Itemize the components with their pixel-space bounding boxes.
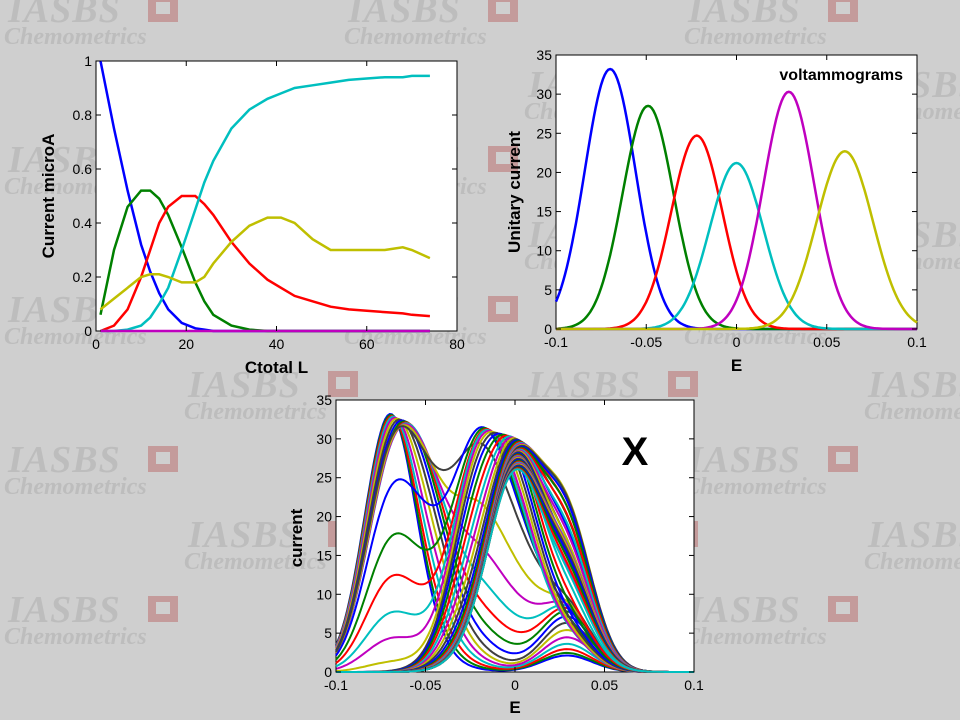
y-tick-label: 15 <box>316 547 332 563</box>
x-tick-label: 0.05 <box>813 334 840 350</box>
x-axis-label: E <box>731 356 742 375</box>
watermark-emblem-inner <box>496 152 510 164</box>
x-tick-label: 0 <box>92 336 100 352</box>
watermark-title: IASBS <box>868 364 960 406</box>
y-tick-label: 25 <box>536 125 552 141</box>
y-axis-label: Unitary current <box>505 131 524 253</box>
watermark-subtitle: Chemometrics <box>864 399 960 425</box>
data-matrix-chart: -0.1 -0.05 0 0.05 0.1 0 5 10 15 20 25 30 35 X E cur… <box>287 392 704 717</box>
y-axis-label: current <box>287 508 306 567</box>
y-tick-label: 0.2 <box>73 269 93 285</box>
y-tick-label: 10 <box>316 586 332 602</box>
watermark-title: IASBS <box>688 439 801 481</box>
y-tick-label: 20 <box>316 509 332 525</box>
y-tick-label: 5 <box>324 625 332 641</box>
watermark-emblem-inner <box>836 2 850 14</box>
watermark-emblem-inner <box>156 452 170 464</box>
watermark-subtitle: Chemometrics <box>4 24 147 50</box>
watermark-subtitle: Chemometrics <box>4 474 147 500</box>
watermark-title: IASBS <box>8 0 121 31</box>
watermark-subtitle: Chemometrics <box>684 24 827 50</box>
watermark-subtitle: Chemometrics <box>344 24 487 50</box>
watermark-title: IASBS <box>188 514 301 556</box>
y-tick-label: 0 <box>324 664 332 680</box>
y-tick-label: 15 <box>536 204 552 220</box>
chart-title: X <box>622 430 649 474</box>
x-tick-label: 40 <box>269 336 285 352</box>
watermark-emblem-inner <box>676 377 690 389</box>
watermark-emblem-inner <box>836 452 850 464</box>
y-tick-label: 0.4 <box>73 215 93 231</box>
x-tick-label: -0.05 <box>630 334 662 350</box>
watermark-emblem-inner <box>496 302 510 314</box>
watermark-emblem-inner <box>156 2 170 14</box>
y-tick-label: 0.8 <box>73 107 93 123</box>
watermark-title: IASBS <box>188 364 301 406</box>
x-tick-label: 0 <box>511 677 519 693</box>
y-tick-label: 0 <box>544 321 552 337</box>
watermark-title: IASBS <box>8 589 121 631</box>
y-tick-label: 35 <box>536 47 552 63</box>
x-tick-label: 0 <box>733 334 741 350</box>
watermark-title: IASBS <box>688 589 801 631</box>
matrix-curve-59 <box>336 468 694 673</box>
x-tick-label: 80 <box>449 336 465 352</box>
watermark-title: IASBS <box>8 439 121 481</box>
x-tick-label: 20 <box>178 336 194 352</box>
y-tick-label: 10 <box>536 243 552 259</box>
y-tick-label: 0 <box>84 323 92 339</box>
watermark-subtitle: Chemometrics <box>684 474 827 500</box>
watermark-subtitle: Chemometrics <box>864 549 960 575</box>
plot-area <box>95 60 458 332</box>
watermark-title: IASBS <box>688 0 801 31</box>
y-tick-label: 20 <box>536 164 552 180</box>
watermark-title: IASBS <box>528 364 641 406</box>
x-axis-label: Ctotal L <box>245 358 308 377</box>
watermark-emblem-inner <box>156 602 170 614</box>
series-line-3 <box>100 74 430 333</box>
chart-title: voltammograms <box>779 67 903 84</box>
watermark-title: IASBS <box>348 0 461 31</box>
watermark-emblem-inner <box>336 377 350 389</box>
watermark-title: IASBS <box>868 514 960 556</box>
y-tick-label: 5 <box>544 282 552 298</box>
y-tick-label: 30 <box>316 431 332 447</box>
x-tick-label: 0.05 <box>591 677 618 693</box>
x-tick-label: 0.1 <box>907 334 927 350</box>
watermark-subtitle: Chemometrics <box>4 624 147 650</box>
series-line-4 <box>99 216 431 311</box>
plot-area <box>555 54 918 330</box>
x-tick-label: -0.05 <box>410 677 442 693</box>
x-tick-label: 60 <box>359 336 375 352</box>
y-tick-label: 30 <box>536 86 552 102</box>
y-axis-label: Current microA <box>39 134 58 259</box>
series-line-2 <box>100 194 430 333</box>
watermark-emblem-inner <box>496 2 510 14</box>
y-tick-label: 0.6 <box>73 161 93 177</box>
x-axis-label: E <box>509 698 520 717</box>
watermark-subtitle: Chemometrics <box>684 624 827 650</box>
concentration-profile-chart: 0 20 40 60 80 0 0.2 0.4 0.6 0.8 1 Ctotal L Curren… <box>39 53 465 377</box>
voltammograms-chart: -0.1 -0.05 0 0.05 0.1 0 5 10 15 20 25 30 35 voltamm… <box>505 47 927 375</box>
y-tick-label: 25 <box>316 470 332 486</box>
watermark-subtitle: Chemometrics <box>184 549 327 575</box>
x-tick-label: -0.1 <box>324 677 348 693</box>
y-tick-label: 35 <box>316 392 332 408</box>
x-tick-label: 0.1 <box>684 677 704 693</box>
watermark-emblem-inner <box>836 602 850 614</box>
watermark-subtitle: Chemometrics <box>184 399 327 425</box>
x-tick-label: -0.1 <box>544 334 568 350</box>
y-tick-label: 1 <box>84 53 92 69</box>
